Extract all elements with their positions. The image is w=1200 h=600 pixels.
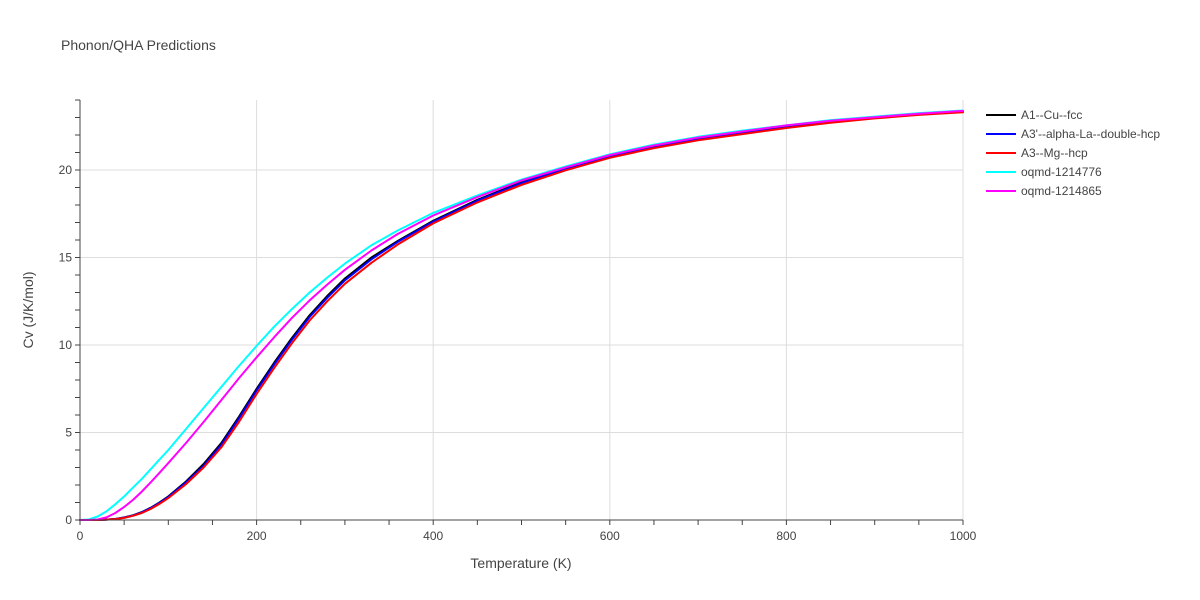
legend-label: A3'--alpha-La--double-hcp (1021, 127, 1160, 141)
axes: 0 200 400 600 800 1000 0 5 10 15 20 (59, 99, 977, 543)
legend-item[interactable]: oqmd-1214865 (986, 184, 1102, 198)
y-tick-label: 10 (59, 338, 73, 352)
legend[interactable]: A1--Cu--fcc A3'--alpha-La--double-hcp A3--… (986, 108, 1160, 198)
series-line-a3-mg-hcp[interactable] (79, 111, 964, 521)
chart-title: Phonon/QHA Predictions (61, 37, 216, 53)
legend-label: A3--Mg--hcp (1021, 146, 1088, 160)
x-tick-label: 200 (247, 529, 267, 543)
x-tick-label: 800 (776, 529, 796, 543)
y-tick-label: 20 (59, 163, 73, 177)
x-tick-label: 1000 (950, 529, 977, 543)
y-tick-label: 15 (59, 251, 73, 265)
y-tick-label: 5 (65, 426, 72, 440)
legend-label: oqmd-1214776 (1021, 165, 1102, 179)
legend-item[interactable]: A3'--alpha-La--double-hcp (986, 127, 1160, 141)
series-line-oqmd-1214865[interactable] (79, 109, 964, 521)
x-tick-label: 400 (423, 529, 443, 543)
legend-label: oqmd-1214865 (1021, 184, 1102, 198)
legend-item[interactable]: A3--Mg--hcp (986, 146, 1088, 160)
y-tick-label: 0 (65, 513, 72, 527)
x-tick-label: 600 (600, 529, 620, 543)
legend-item[interactable]: A1--Cu--fcc (986, 108, 1082, 122)
legend-label: A1--Cu--fcc (1021, 108, 1082, 122)
x-axis-title: Temperature (K) (470, 555, 571, 571)
x-tick-label: 0 (77, 529, 84, 543)
y-axis-title: Cv (J/K/mol) (20, 272, 36, 349)
legend-item[interactable]: oqmd-1214776 (986, 165, 1102, 179)
plot-area[interactable] (79, 109, 964, 521)
